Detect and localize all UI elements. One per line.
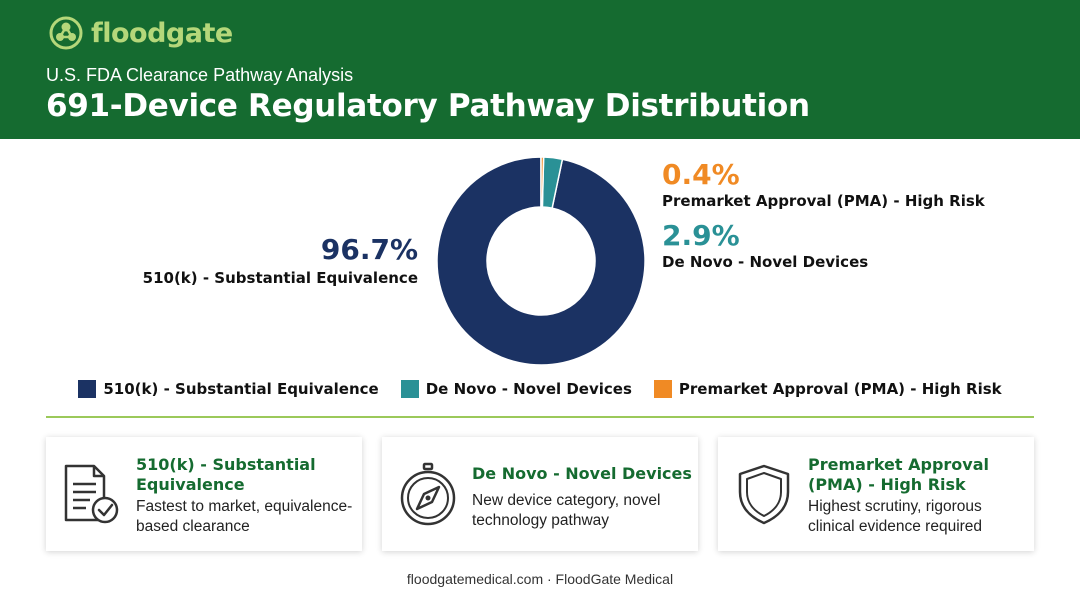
slice-510k[interactable]	[436, 156, 646, 366]
legend-swatch-510k	[78, 380, 97, 398]
shield-icon	[738, 464, 790, 525]
legend-swatch-denovo	[400, 380, 419, 398]
page-title: 691-Device Regulatory Pathway Distributi…	[46, 88, 810, 124]
page-subtitle: U.S. FDA Clearance Pathway Analysis	[46, 65, 354, 85]
chart-legend: 510(k) - Substantial Equivalence De Novo…	[0, 380, 1080, 398]
slice-pma[interactable]	[540, 156, 545, 208]
card-title-denovo: De Novo - Novel Devices	[472, 464, 692, 483]
footer-credit[interactable]: floodgatemedical.com · FloodGate Medical	[406, 571, 674, 587]
floodgate-logo-icon	[49, 16, 83, 50]
legend-item-pma[interactable]: Premarket Approval (PMA) - High Risk	[653, 380, 1002, 398]
card-pma: Premarket Approval (PMA) - High Risk Hig…	[718, 437, 1034, 551]
card-510k: 510(k) - Substantial Equivalence Fastest…	[46, 437, 362, 551]
value-label-denovo: 2.9%	[662, 219, 740, 252]
slice-label-denovo: De Novo - Novel Devices	[662, 253, 869, 271]
slice-label-510k: 510(k) - Substantial Equivalence	[142, 269, 418, 287]
legend-swatch-pma	[653, 380, 672, 398]
header-banner: floodgate U.S. FDA Clearance Pathway Ana…	[0, 0, 1080, 139]
legend-label-denovo: De Novo - Novel Devices	[425, 380, 632, 398]
legend-label-510k: 510(k) - Substantial Equivalence	[103, 380, 379, 398]
legend-item-510k[interactable]: 510(k) - Substantial Equivalence	[78, 380, 379, 398]
card-title-pma: Premarket Approval (PMA) - High Risk	[808, 455, 989, 494]
card-title-510k: 510(k) - Substantial Equivalence	[136, 455, 316, 494]
legend-label-pma: Premarket Approval (PMA) - High Risk	[678, 380, 1002, 398]
value-label-510k: 96.7%	[320, 233, 418, 266]
section-divider	[46, 416, 1034, 418]
brand-logo[interactable]: floodgate	[46, 13, 233, 53]
card-desc-pma: Highest scrutiny, rigorous clinical evid…	[808, 498, 983, 535]
document-check-icon	[64, 464, 119, 524]
slice-label-pma: Premarket Approval (PMA) - High Risk	[662, 192, 985, 210]
card-desc-510k: Fastest to market, equivalence-based cle…	[136, 498, 353, 535]
card-desc-denovo: New device category, novel technology pa…	[472, 492, 661, 529]
compass-icon	[400, 462, 456, 526]
card-denovo: De Novo - Novel Devices New device categ…	[382, 437, 698, 551]
brand-name: floodgate	[91, 17, 233, 49]
value-label-pma: 0.4%	[662, 158, 740, 191]
legend-item-denovo[interactable]: De Novo - Novel Devices	[400, 380, 632, 398]
pathway-donut-chart	[436, 156, 646, 366]
